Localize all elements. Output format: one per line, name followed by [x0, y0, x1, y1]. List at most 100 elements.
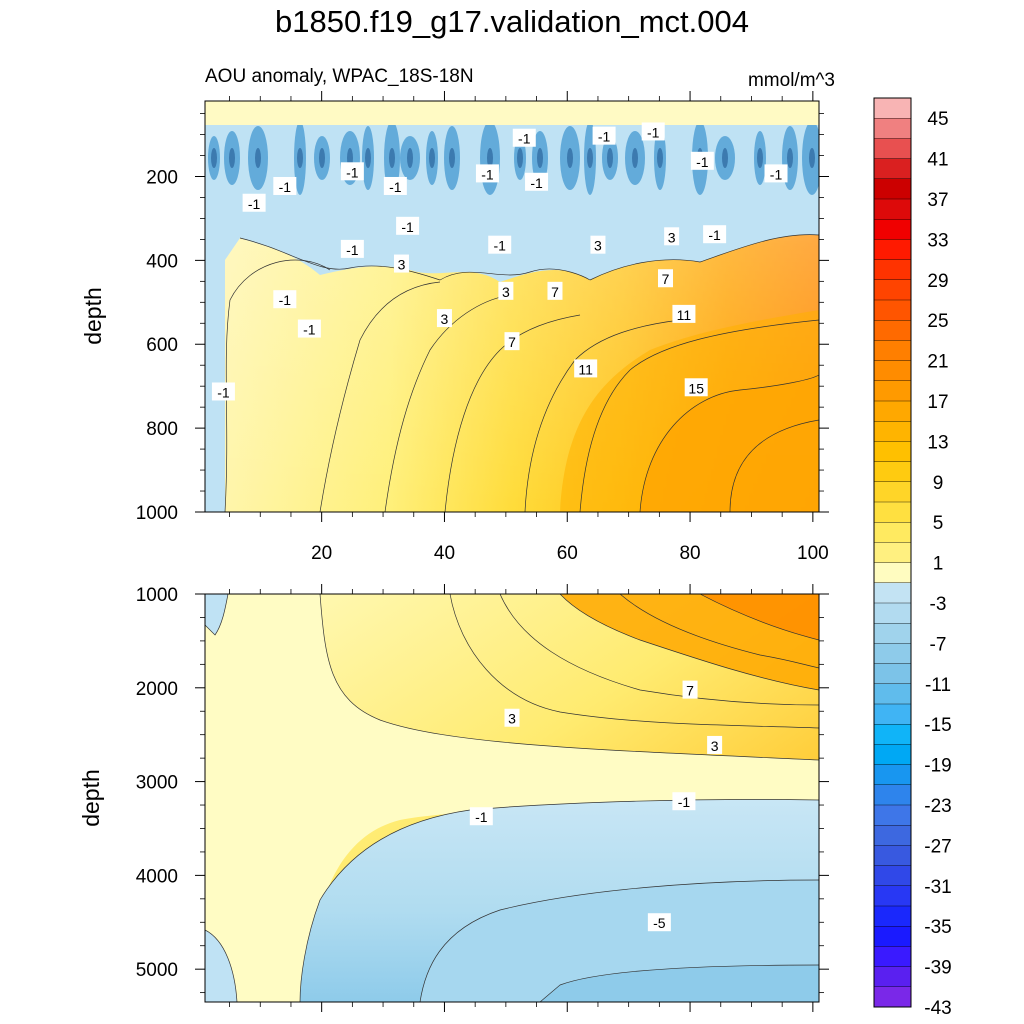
contour-label: -1 — [303, 322, 316, 338]
colorbar-swatch — [873, 865, 912, 887]
lower-panel-field — [205, 594, 819, 1002]
colorbar-swatch — [873, 764, 912, 786]
axes: 200 400 600 800 1000 20 40 60 80 100 1000 2000 3000 4… — [136, 91, 829, 1012]
colorbar-swatch — [873, 299, 912, 321]
contour-label-box — [525, 172, 549, 191]
colorbar-label: -15 — [924, 715, 951, 736]
colorbar-label: -31 — [924, 877, 951, 898]
negative-cell-core — [787, 148, 793, 168]
colorbar-label: 9 — [933, 473, 944, 494]
contour-label: 3 — [441, 311, 449, 327]
y-tick-label: 3000 — [136, 773, 178, 794]
upper-plot-frame — [204, 100, 820, 513]
colorbar-swatch — [873, 138, 912, 160]
contour-label-box — [672, 792, 696, 811]
contour-label-box — [764, 164, 788, 183]
colorbar: 45 41 37 33 29 25 21 17 13 9 5 1 -3 -7 -11 -15 -19 -23 -27… — [873, 97, 952, 1019]
x-tick-label: 20 — [311, 543, 332, 564]
lower-corner-negative-bottom — [205, 930, 237, 1002]
subtitle-left: AOU anomaly, WPAC_18S-18N — [205, 66, 474, 87]
colorbar-label: -27 — [924, 836, 951, 857]
y-tick-label: 5000 — [136, 960, 178, 981]
contour-label: 3 — [594, 238, 602, 254]
negative-cell-core — [537, 148, 543, 168]
colorbar-swatch — [873, 279, 912, 301]
colorbar-frame — [873, 97, 912, 1008]
contour-label: 11 — [677, 307, 692, 323]
contour-label-box — [703, 225, 727, 244]
colorbar-label: -35 — [924, 917, 951, 938]
colorbar-swatch — [873, 845, 912, 867]
contour-label: 7 — [551, 284, 559, 300]
contour-label: -1 — [279, 179, 292, 195]
colorbar-swatch — [873, 542, 912, 564]
contour-label: 7 — [662, 271, 670, 287]
y-tick-label: 800 — [146, 419, 178, 440]
negative-cell-core — [365, 148, 371, 168]
contour-label-box — [664, 227, 680, 246]
colorbar-label: -11 — [925, 675, 951, 696]
contour-label-box — [504, 708, 520, 727]
x-tick-label: 80 — [679, 543, 700, 564]
colorbar-label: 45 — [927, 109, 948, 130]
colorbar-swatch — [873, 582, 912, 604]
colorbar-label: -3 — [930, 594, 947, 615]
contour-label: 3 — [398, 257, 406, 273]
main-title: b1850.f19_g17.validation_mct.004 — [275, 4, 749, 39]
colorbar-swatch — [873, 623, 912, 644]
contour-label-box — [690, 151, 714, 170]
colorbar-swatch — [873, 360, 912, 382]
upper-orange-region — [560, 310, 819, 512]
contour-label: -1 — [518, 131, 531, 147]
colorbar-swatch — [873, 522, 912, 543]
contour-label: 3 — [508, 711, 516, 727]
contour-label-box — [340, 162, 364, 181]
colorbar-swatch — [873, 218, 912, 240]
negative-cell-core — [319, 148, 325, 168]
colorbar-label: 1 — [933, 554, 944, 575]
contour-label-box — [684, 378, 708, 397]
contour-label: -1 — [493, 238, 506, 254]
upper-contour-lines — [224, 234, 819, 512]
colorbar-label: 17 — [927, 392, 948, 413]
y-tick-label: 1000 — [136, 503, 178, 524]
contour-label-box — [707, 735, 723, 754]
colorbar-swatch — [873, 784, 912, 806]
negative-cell-core — [449, 148, 455, 168]
contour-label: -1 — [346, 242, 359, 258]
contour-label-box — [658, 269, 673, 288]
y-tick-label: 1000 — [136, 585, 178, 606]
contour-label-box — [512, 128, 536, 147]
contour-label-box — [574, 359, 598, 378]
contour-label: 7 — [508, 334, 516, 350]
colorbar-label: -23 — [924, 796, 951, 817]
upper-surface-positive-strip — [205, 101, 819, 125]
contour-label: -5 — [653, 915, 666, 931]
colorbar-swatch — [873, 966, 912, 988]
contour-labels: -1 -1 -1 -1 -1 -1 -1 -1 -1 -1 -1 -1 -1 -1 -1 -1 -1 -1 3 3 3 3… — [211, 122, 788, 932]
contour-label-box — [682, 680, 698, 699]
colorbar-swatch — [873, 380, 912, 402]
contour-label-box — [273, 290, 297, 309]
colorbar-swatch — [873, 320, 912, 341]
colorbar-swatch — [873, 683, 912, 705]
negative-cell-core — [517, 148, 523, 168]
x-tick-label: 100 — [797, 543, 829, 564]
colorbar-label: -43 — [924, 998, 951, 1019]
contour-label-box — [592, 126, 616, 145]
negative-cell-core — [722, 148, 728, 168]
contour-label: -1 — [770, 166, 783, 182]
colorbar-label: -7 — [930, 634, 947, 655]
colorbar-swatch — [873, 946, 912, 968]
colorbar-swatch — [873, 340, 912, 362]
colorbar-label: -39 — [924, 958, 951, 979]
colorbar-swatch — [873, 562, 912, 584]
contour-label: 11 — [578, 361, 593, 377]
lower-corner-negative-top — [205, 594, 228, 635]
contour-label-box — [211, 382, 235, 401]
y-tick-label: 600 — [146, 335, 178, 356]
upper-negative-band — [205, 125, 819, 512]
colorbar-label: 29 — [927, 271, 948, 292]
contour-label-box — [590, 235, 606, 254]
